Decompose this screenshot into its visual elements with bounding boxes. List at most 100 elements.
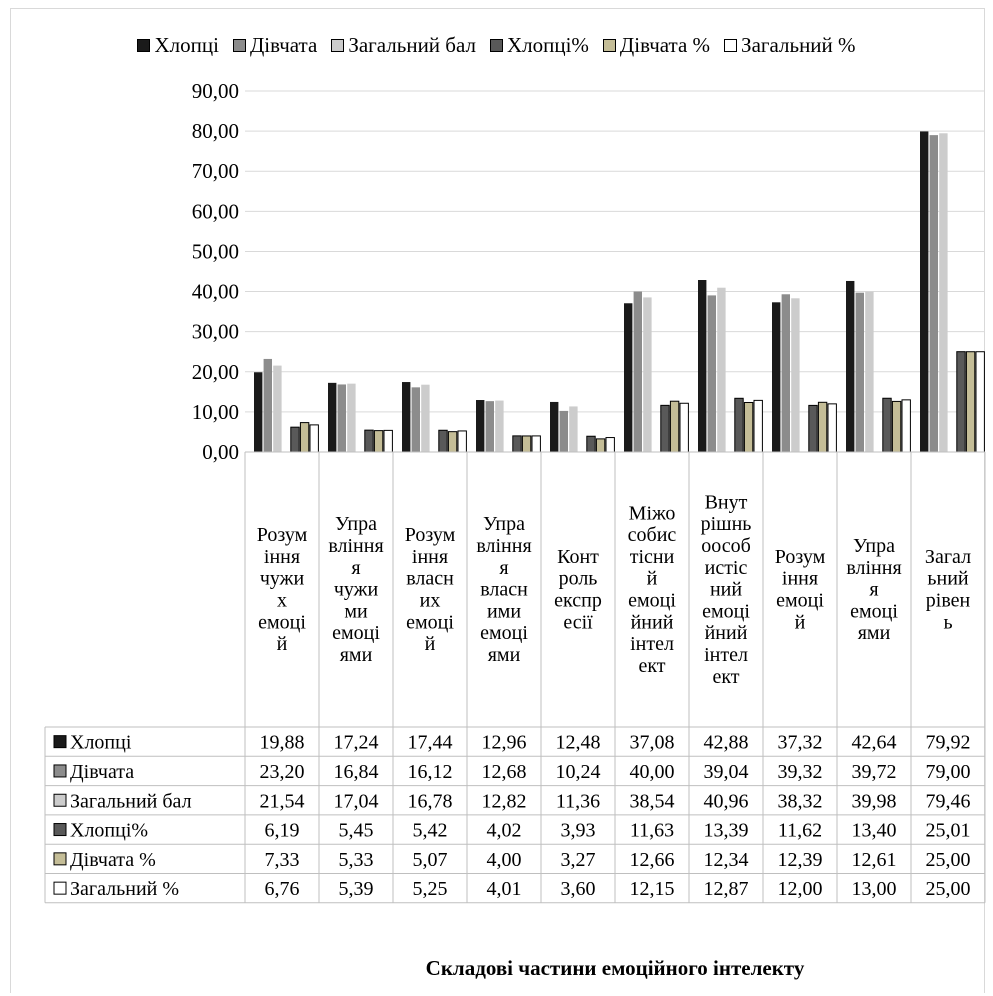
category-label: Загал bbox=[925, 546, 971, 568]
table-cell-value: 10,24 bbox=[556, 761, 601, 783]
table-cell-value: 6,19 bbox=[265, 820, 300, 842]
bar bbox=[901, 399, 911, 453]
table-cell-value: 23,20 bbox=[260, 761, 305, 783]
table-cell-value: 25,00 bbox=[926, 878, 971, 900]
legend-swatch bbox=[489, 38, 503, 52]
table-cell-value: 12,48 bbox=[556, 732, 601, 754]
category-label: власн bbox=[406, 568, 454, 590]
legend-item: Дівчата bbox=[232, 32, 318, 58]
table-cell-value: 11,62 bbox=[778, 820, 822, 842]
legend-label: Дівчата bbox=[249, 32, 318, 57]
bar bbox=[263, 358, 272, 452]
legend-item: Загальний % bbox=[724, 32, 856, 58]
category-label: истіс bbox=[705, 557, 748, 579]
table-cell-value: 39,98 bbox=[852, 790, 897, 812]
legend-swatch bbox=[137, 38, 151, 52]
bar bbox=[975, 351, 985, 453]
bar bbox=[290, 426, 300, 453]
table-cell-value: 12,39 bbox=[778, 849, 823, 871]
table-cell-value: 17,04 bbox=[334, 790, 379, 812]
bar bbox=[476, 400, 485, 452]
table-cell-value: 4,02 bbox=[487, 820, 522, 842]
table-cell-value: 5,33 bbox=[339, 849, 374, 871]
category-label: йний bbox=[631, 611, 674, 633]
table-cell-value: 13,40 bbox=[852, 820, 897, 842]
category-label: ями bbox=[858, 622, 891, 644]
bar bbox=[447, 431, 458, 453]
table-cell-value: 25,00 bbox=[926, 849, 971, 871]
legend-item: Хлопці% bbox=[489, 32, 589, 58]
table-cell-value: 38,54 bbox=[630, 790, 675, 812]
category-label: емоці bbox=[776, 590, 824, 612]
bar bbox=[669, 400, 680, 453]
legend-label: Дівчата % bbox=[619, 32, 711, 57]
category-label: чужи bbox=[260, 568, 305, 590]
y-tick-label: 70,00 bbox=[192, 159, 239, 183]
y-tick-label: 20,00 bbox=[192, 360, 239, 384]
legend-label: Хлопці% bbox=[506, 32, 589, 57]
bar bbox=[337, 384, 346, 452]
table-cell-value: 79,46 bbox=[926, 790, 971, 812]
legend-key-swatch bbox=[53, 764, 67, 778]
bar bbox=[743, 402, 754, 453]
table-cell-value: 12,82 bbox=[482, 790, 527, 812]
category-label: Міжо bbox=[629, 502, 676, 524]
category-label: Конт bbox=[557, 546, 599, 568]
bar bbox=[559, 410, 568, 452]
category-label: есії bbox=[563, 611, 593, 633]
bar bbox=[643, 297, 652, 452]
table-cell-value: 7,33 bbox=[265, 849, 300, 871]
category-label: Розум bbox=[775, 546, 826, 568]
category-label: ект bbox=[712, 666, 739, 688]
bar bbox=[781, 294, 790, 452]
bar bbox=[550, 401, 559, 452]
table-cell-value: 37,08 bbox=[630, 732, 675, 754]
category-label: роль bbox=[559, 568, 598, 590]
bar bbox=[457, 430, 467, 453]
category-label: х bbox=[277, 590, 287, 612]
table-cell-value: 6,76 bbox=[265, 878, 300, 900]
category-label: емоці bbox=[628, 590, 676, 612]
legend-item: Загальний бал bbox=[331, 33, 476, 58]
bar bbox=[299, 422, 310, 453]
table-cell-value: 5,25 bbox=[413, 878, 448, 900]
table-cell-value: 12,68 bbox=[482, 761, 527, 783]
bar bbox=[855, 292, 864, 452]
category-label: я bbox=[499, 557, 508, 579]
legend-label: Хлопці bbox=[154, 32, 219, 57]
category-label: оособ bbox=[701, 535, 751, 557]
bar bbox=[753, 399, 763, 453]
bar bbox=[633, 291, 642, 452]
legend-label: Загальний бал bbox=[348, 32, 476, 57]
bar bbox=[438, 429, 448, 453]
category-label: емоці bbox=[332, 622, 380, 644]
category-label: ями bbox=[340, 644, 373, 666]
category-label: ями bbox=[488, 644, 521, 666]
table-cell-value: 12,87 bbox=[704, 878, 749, 900]
legend-item: Дівчата % bbox=[602, 32, 711, 58]
bar bbox=[846, 280, 855, 452]
category-label: рішнь bbox=[701, 513, 752, 535]
category-label: Упра bbox=[483, 513, 525, 535]
table-cell-value: 12,00 bbox=[778, 878, 823, 900]
table-cell-value: 40,96 bbox=[704, 790, 749, 812]
bar bbox=[595, 438, 606, 453]
category-label: я bbox=[869, 579, 878, 601]
bar bbox=[421, 384, 430, 452]
bar bbox=[309, 424, 319, 453]
table-cell-value: 79,00 bbox=[926, 761, 971, 783]
bar bbox=[347, 383, 356, 452]
bar bbox=[717, 287, 726, 452]
category-label: вління bbox=[476, 535, 531, 557]
legend-label: Загальний % bbox=[741, 32, 856, 57]
table-cell-value: 21,54 bbox=[260, 790, 305, 812]
table-cell-value: 39,72 bbox=[852, 761, 897, 783]
table-cell-value: 16,78 bbox=[408, 790, 453, 812]
table-cell-value: 3,27 bbox=[561, 849, 596, 871]
table-cell-value: 11,36 bbox=[556, 790, 600, 812]
y-tick-label: 60,00 bbox=[192, 199, 239, 223]
category-label: ект bbox=[638, 655, 665, 677]
bar bbox=[929, 135, 938, 452]
legend-swatch bbox=[724, 38, 738, 52]
